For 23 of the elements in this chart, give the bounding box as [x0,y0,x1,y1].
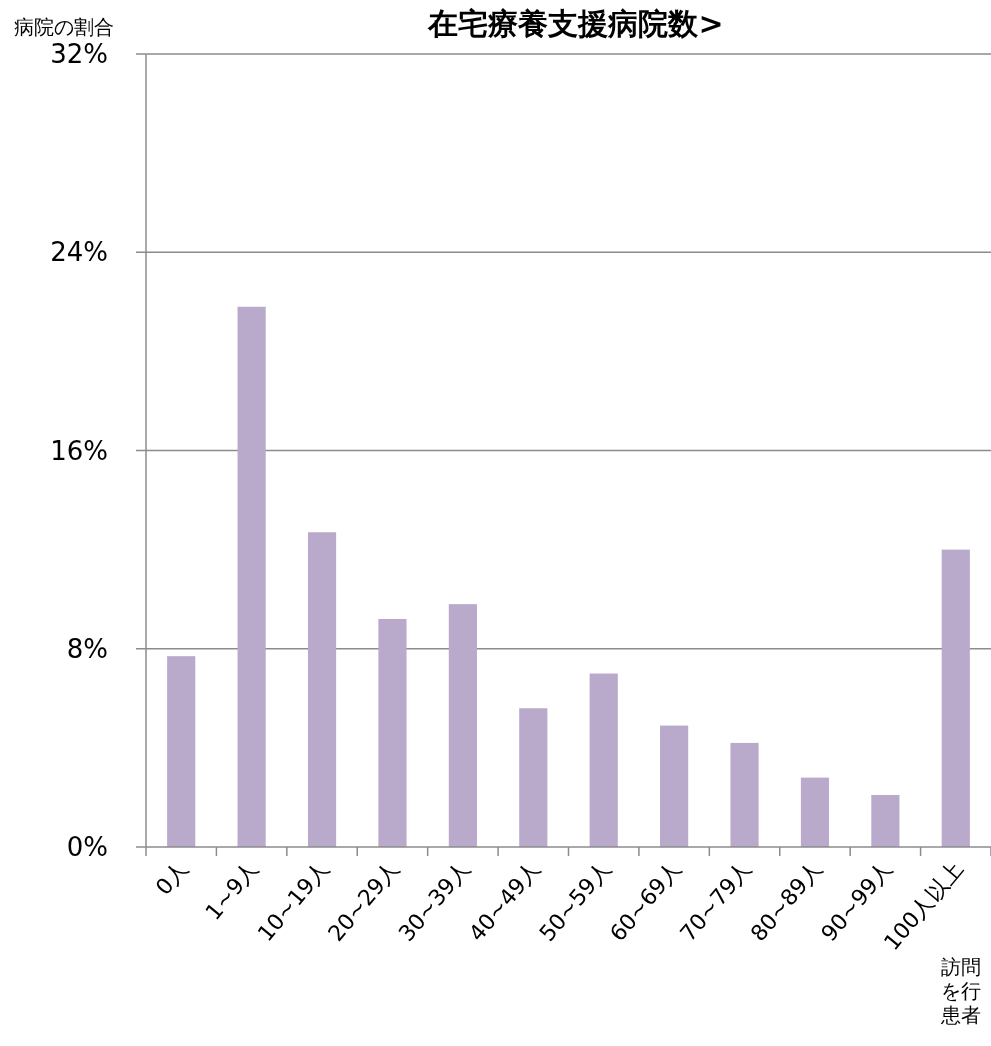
bar [660,725,689,847]
y-tick-label: 24% [50,237,108,268]
y-axis-title: 病院の割合 [14,15,114,39]
bar [519,708,548,847]
y-tick-label: 32% [50,39,108,70]
text: 患者 [940,1003,981,1027]
bar [167,656,196,847]
x-tick-label: 0人 [150,856,194,900]
bar [307,532,337,847]
text: を行 [941,979,981,1003]
chart-title: 在宅療養支援病院数> [427,6,724,41]
y-tick-label: 0% [66,832,108,863]
bar [237,306,266,847]
bar [941,549,970,847]
bar [800,777,830,847]
bar [589,673,618,847]
text: 訪問 [941,955,981,979]
y-tick-label: 16% [50,435,108,466]
bar [730,742,759,847]
bar [448,604,477,847]
y-tick-label: 8% [66,633,108,664]
bar [871,794,900,847]
bar [378,619,407,847]
